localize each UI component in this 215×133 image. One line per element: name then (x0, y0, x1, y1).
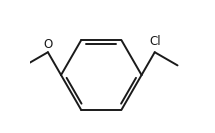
Text: O: O (43, 38, 52, 51)
Text: Cl: Cl (149, 35, 161, 48)
